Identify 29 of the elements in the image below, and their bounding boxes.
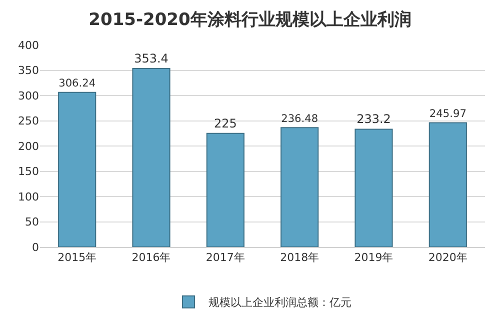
bar [354,128,393,247]
x-tick-label: 2016年 [132,251,171,264]
text: 233.2 [356,112,391,126]
y-tick-label: 400 [18,38,39,52]
text: 353.4 [134,52,168,66]
x-tick-label: 2019年 [354,251,394,264]
x-tick-label: 2020年 [428,251,468,264]
y-tick-label: 200 [18,140,39,153]
text: 245.97 [429,108,466,120]
bar [206,132,244,247]
bar [280,127,319,247]
y-tick-label: 50 [25,216,39,229]
text: 236.48 [281,112,318,125]
y-tick-label: 0 [32,240,39,254]
bar [58,92,96,247]
bar [132,68,170,247]
bar [428,122,467,247]
y-tick-label: 250 [18,114,39,128]
x-tick-label: 2018年 [280,251,320,264]
x-tick-label: 2017年 [206,251,245,264]
text: 225 [214,116,237,130]
y-tick-label: 350 [18,64,39,78]
y-tick-label: 100 [18,190,39,204]
y-tick-label: 150 [18,165,39,178]
y-tick-label: 300 [18,89,39,102]
chart-title: 2015-2020年涂料行业规模以上企业利润 [88,10,412,30]
text: 306.24 [58,78,96,90]
legend-label: 规模以上企业利润总额：亿元 [208,296,352,310]
x-tick-label: 2015年 [58,251,97,264]
